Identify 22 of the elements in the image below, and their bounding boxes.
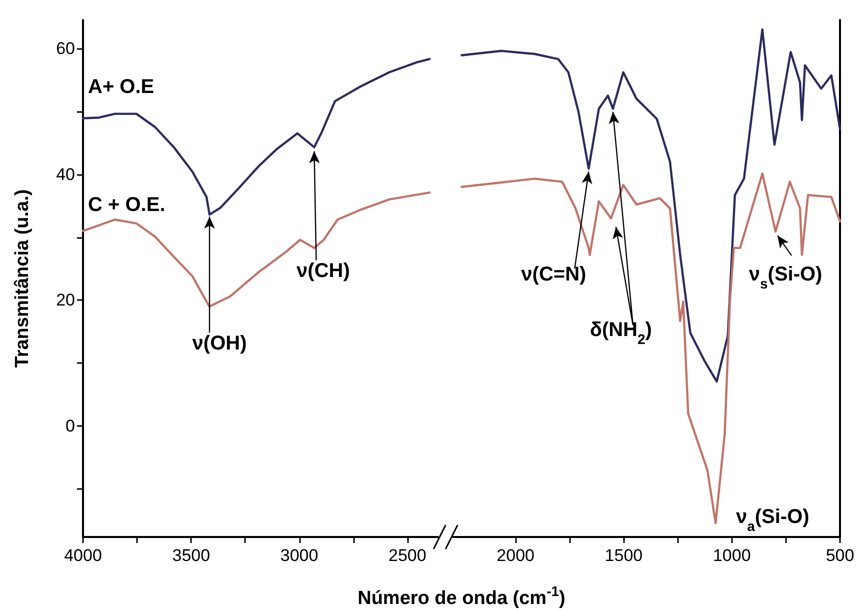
annotation: ν$_{a}$(Si-O) [736, 506, 810, 534]
x-tick-label: 2000 [496, 546, 534, 565]
annotation: ν(CH) [296, 260, 350, 282]
series-label: C + O.E. [88, 194, 166, 216]
annotation: ν(C=N) [521, 264, 586, 286]
x-axis-title: Número de onda (cm$^{-1}$) [358, 583, 566, 609]
x-tick-label: 2500 [388, 546, 426, 565]
annotation: δ(NH$_{2}$) [590, 318, 652, 347]
y-tick-label: 40 [56, 164, 75, 184]
x-tick-label: 4000 [64, 546, 102, 565]
x-tick-label: 1500 [604, 546, 643, 565]
x-tick-label: 3000 [280, 546, 318, 565]
annotation: ν$_{s}$(Si-O) [748, 264, 822, 292]
series-label: A+ O.E [88, 76, 154, 98]
annotation: ν(OH) [192, 332, 247, 355]
x-tick-label: 500 [826, 546, 854, 565]
y-axis-title: Transmitância (u.a.) [12, 189, 33, 368]
y-tick-label: 20 [56, 290, 75, 310]
y-tick-label: 0 [66, 416, 75, 436]
x-tick-label: 3500 [172, 546, 210, 565]
y-tick-label: 60 [56, 38, 75, 58]
x-tick-label: 1000 [712, 546, 751, 565]
